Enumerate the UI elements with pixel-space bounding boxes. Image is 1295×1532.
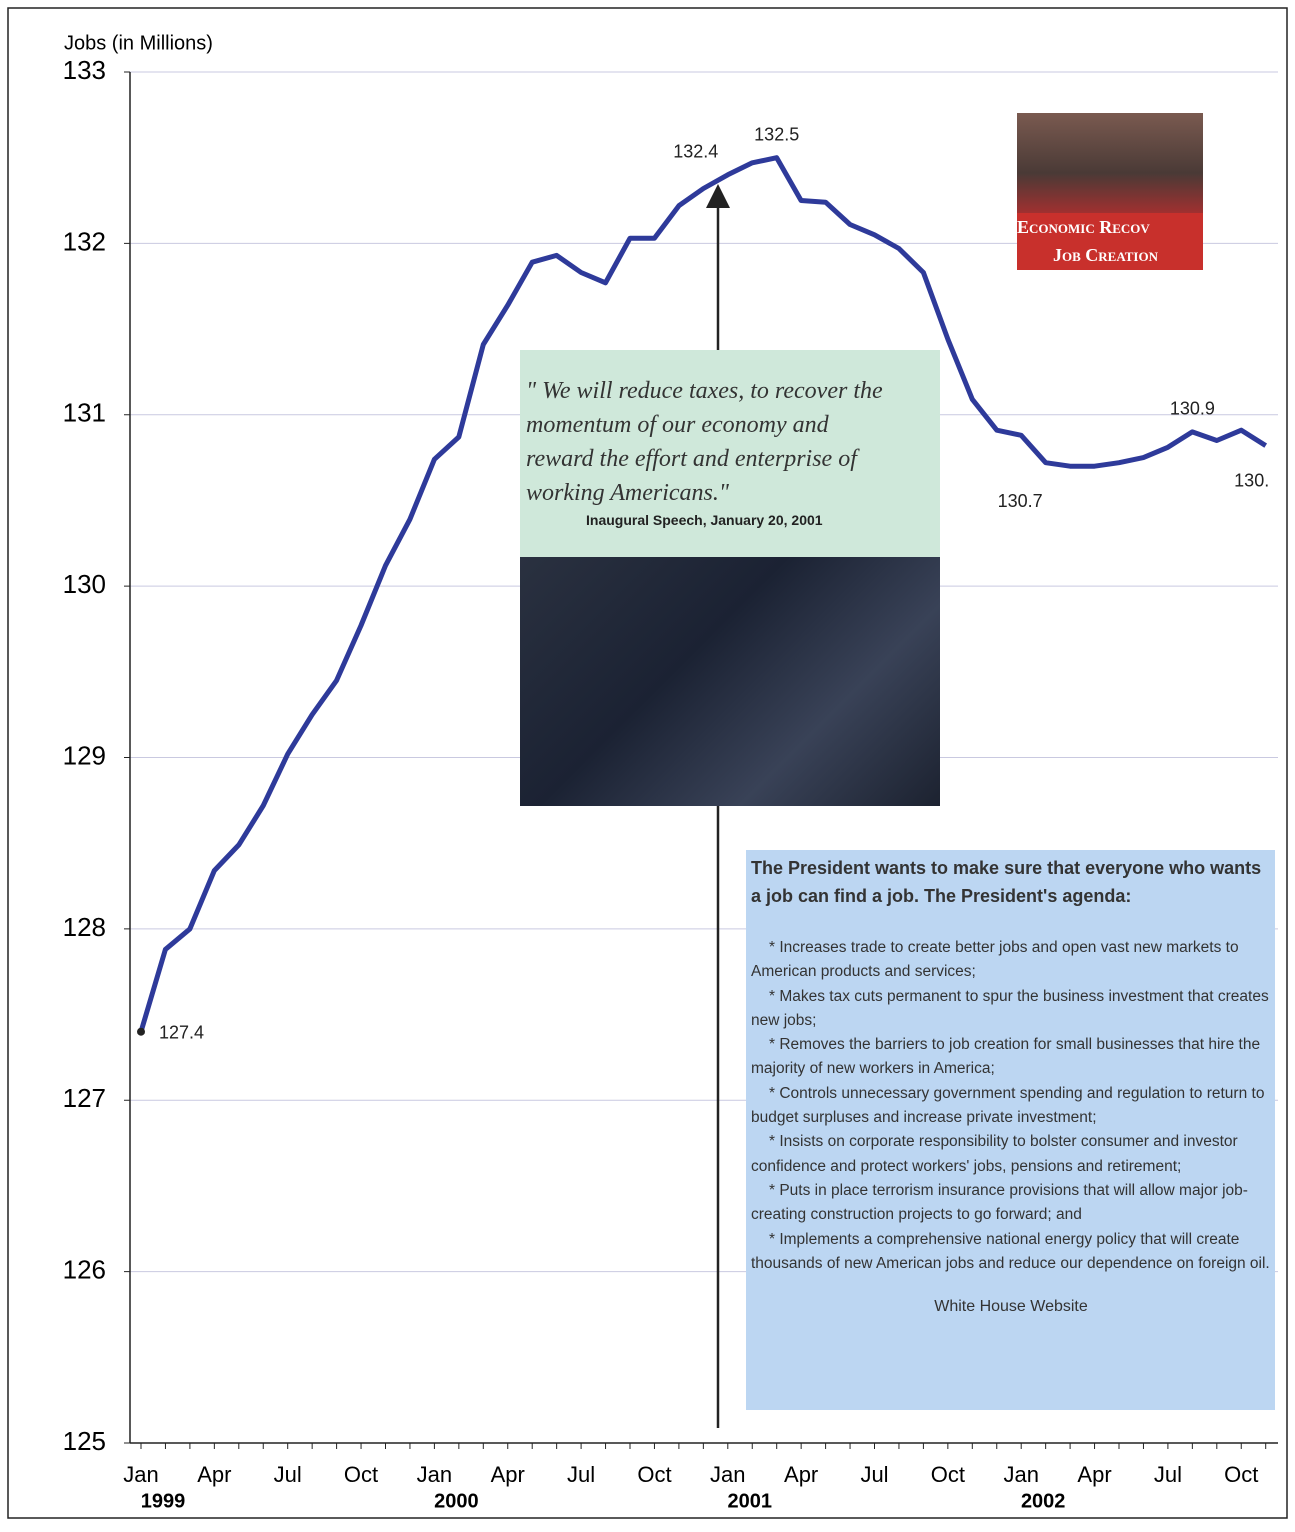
quote-source: Inaugural Speech, January 20, 2001 xyxy=(586,512,823,528)
data-label: 132.5 xyxy=(754,124,799,144)
y-tick-label: 130 xyxy=(63,569,106,599)
inauguration-photo xyxy=(520,557,940,806)
data-label: 127.4 xyxy=(159,1022,204,1042)
agenda-list: * Increases trade to create better jobs … xyxy=(751,936,1271,1276)
x-tick-label: Jul xyxy=(860,1462,888,1487)
y-tick-label: 128 xyxy=(63,912,106,942)
data-label: 130.7 xyxy=(998,491,1043,511)
x-tick-label: Apr xyxy=(197,1462,231,1487)
x-tick-label: Jul xyxy=(274,1462,302,1487)
x-tick-label: Oct xyxy=(1224,1462,1258,1487)
badge-line: Economic Recov xyxy=(1017,217,1150,237)
agenda-item: * Controls unnecessary government spendi… xyxy=(751,1084,1265,1127)
y-tick-label: 129 xyxy=(63,740,106,770)
agenda-item: * Implements a comprehensive national en… xyxy=(751,1230,1270,1272)
quote-text: " We will reduce taxes, to recover the mo… xyxy=(526,374,932,510)
badge-line: Job Creation xyxy=(1053,245,1158,265)
agenda-item: * Puts in place terrorism insurance prov… xyxy=(751,1181,1248,1224)
data-label: 130.9 xyxy=(1170,399,1215,419)
y-axis-label: Jobs (in Millions) xyxy=(64,32,213,54)
quote-box: " We will reduce taxes, to recover the mo… xyxy=(520,350,940,557)
year-label: 2000 xyxy=(434,1490,479,1512)
data-label: 132.4 xyxy=(673,142,718,162)
y-tick-label: 131 xyxy=(63,398,106,428)
year-label: 2002 xyxy=(1021,1490,1066,1512)
year-label: 1999 xyxy=(141,1490,186,1512)
quote-line: " We will reduce taxes, to recover the xyxy=(526,378,883,404)
x-tick-label: Apr xyxy=(784,1462,818,1487)
agenda-source: White House Website xyxy=(934,1298,1088,1316)
agenda-item: * Removes the barriers to job creation f… xyxy=(751,1036,1261,1078)
x-tick-label: Oct xyxy=(931,1462,965,1487)
badge: Economic Recov Job Creation xyxy=(1017,113,1203,270)
x-tick-label: Apr xyxy=(491,1462,525,1487)
x-tick-label: Jan xyxy=(710,1462,745,1487)
x-tick-label: Oct xyxy=(637,1462,671,1487)
y-tick-label: 132 xyxy=(63,226,106,256)
start-point xyxy=(137,1027,145,1036)
agenda-item: * Increases trade to create better jobs … xyxy=(751,939,1239,981)
quote-line: reward the effort and enterprise of xyxy=(526,446,857,472)
agenda-item: * Insists on corporate responsibility to… xyxy=(751,1133,1238,1175)
data-label: 130. xyxy=(1234,470,1269,490)
quote-line: working Americans." xyxy=(526,480,729,506)
quote-line: momentum of our economy and xyxy=(526,412,829,438)
x-tick-label: Apr xyxy=(1077,1462,1111,1487)
x-tick-label: Oct xyxy=(344,1462,378,1487)
x-tick-label: Jan xyxy=(1003,1462,1038,1487)
year-label: 2001 xyxy=(728,1490,773,1512)
y-tick-label: 133 xyxy=(63,55,106,85)
y-tick-label: 125 xyxy=(63,1426,106,1456)
badge-photo xyxy=(1017,113,1203,213)
series-line xyxy=(138,155,1268,1033)
x-tick-label: Jul xyxy=(1154,1462,1182,1487)
x-tick-label: Jan xyxy=(123,1462,158,1487)
agenda-heading: The President wants to make sure that ev… xyxy=(751,858,1262,906)
y-tick-label: 126 xyxy=(63,1255,106,1285)
x-tick-label: Jul xyxy=(567,1462,595,1487)
frame xyxy=(7,7,1288,1519)
y-tick-label: 127 xyxy=(63,1083,106,1113)
arrow-head xyxy=(706,184,730,208)
agenda-box: The President wants to make sure that ev… xyxy=(746,850,1275,1410)
x-tick-label: Jan xyxy=(417,1462,452,1487)
agenda-item: * Makes tax cuts permanent to spur the b… xyxy=(751,987,1269,1029)
